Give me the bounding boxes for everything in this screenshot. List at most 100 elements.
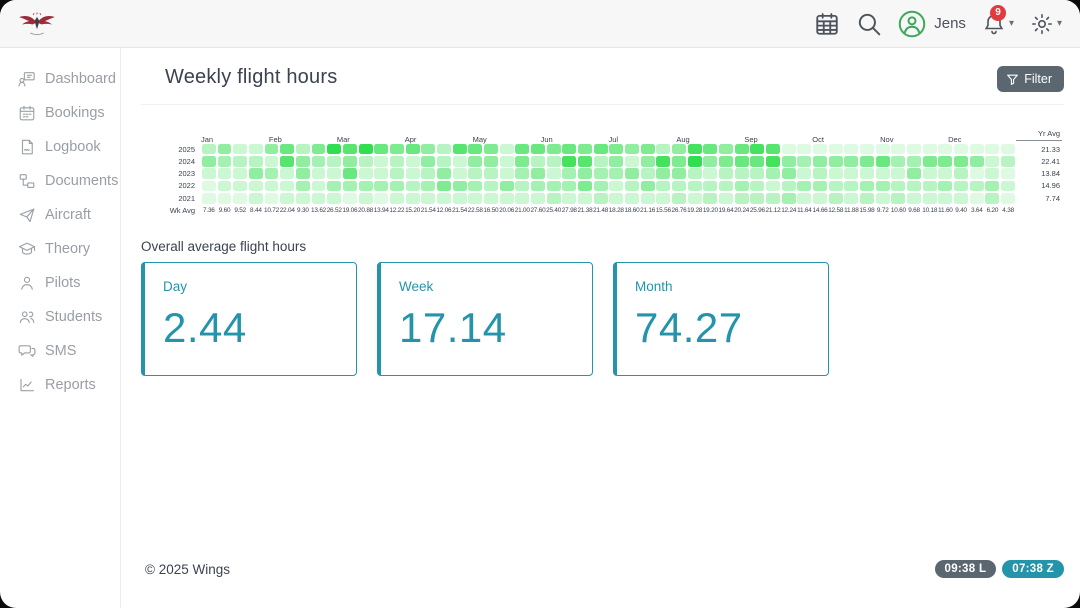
heatmap-cell[interactable] <box>922 180 937 192</box>
heatmap-cell[interactable] <box>672 156 686 167</box>
heatmap-cell[interactable] <box>797 143 812 155</box>
heatmap-cell[interactable] <box>233 168 248 179</box>
heatmap-cell[interactable] <box>640 143 655 155</box>
heatmap-cell[interactable] <box>844 193 859 204</box>
heatmap-cell[interactable] <box>452 193 467 204</box>
heatmap-cell[interactable] <box>781 193 796 204</box>
heatmap-cell[interactable] <box>358 143 373 155</box>
heatmap-cell[interactable] <box>405 156 420 167</box>
heatmap-cell[interactable] <box>797 193 812 204</box>
heatmap-cell[interactable] <box>813 193 827 204</box>
heatmap-cell[interactable] <box>719 156 733 167</box>
heatmap-cell[interactable] <box>734 168 749 179</box>
heatmap-cell[interactable] <box>969 180 984 192</box>
heatmap-cell[interactable] <box>531 193 545 204</box>
heatmap-cell[interactable] <box>546 143 561 155</box>
heatmap-cell[interactable] <box>781 168 796 179</box>
heatmap-cell[interactable] <box>954 143 969 155</box>
heatmap-cell[interactable] <box>280 168 295 179</box>
heatmap-cell[interactable] <box>672 143 686 155</box>
heatmap-cell[interactable] <box>389 156 404 167</box>
heatmap-cell[interactable] <box>593 143 608 155</box>
heatmap-cell[interactable] <box>531 180 545 192</box>
heatmap-cell[interactable] <box>954 193 969 204</box>
heatmap-cell[interactable] <box>860 193 874 204</box>
heatmap-cell[interactable] <box>483 156 498 167</box>
heatmap-cell[interactable] <box>405 143 420 155</box>
heatmap-cell[interactable] <box>468 168 483 179</box>
heatmap-cell[interactable] <box>719 143 733 155</box>
heatmap-cell[interactable] <box>625 143 639 155</box>
heatmap-cell[interactable] <box>844 156 859 167</box>
heatmap-cell[interactable] <box>828 156 843 167</box>
heatmap-cell[interactable] <box>483 193 498 204</box>
heatmap-cell[interactable] <box>515 168 530 179</box>
heatmap-cell[interactable] <box>327 143 342 155</box>
heatmap-cell[interactable] <box>781 143 796 155</box>
heatmap-cell[interactable] <box>703 180 718 192</box>
heatmap-cell[interactable] <box>766 193 780 204</box>
heatmap-cell[interactable] <box>907 180 922 192</box>
heatmap-cell[interactable] <box>233 180 248 192</box>
heatmap-cell[interactable] <box>436 156 451 167</box>
heatmap-cell[interactable] <box>922 143 937 155</box>
heatmap-cell[interactable] <box>280 193 295 204</box>
heatmap-cell[interactable] <box>766 180 780 192</box>
heatmap-cell[interactable] <box>985 180 1000 192</box>
heatmap-cell[interactable] <box>593 156 608 167</box>
heatmap-cell[interactable] <box>311 193 326 204</box>
heatmap-cell[interactable] <box>656 143 671 155</box>
sidebar-item-students[interactable]: Students <box>0 300 120 334</box>
heatmap-cell[interactable] <box>609 193 624 204</box>
heatmap-cell[interactable] <box>201 156 216 167</box>
heatmap-cell[interactable] <box>766 168 780 179</box>
heatmap-cell[interactable] <box>578 156 592 167</box>
heatmap-cell[interactable] <box>969 143 984 155</box>
heatmap-cell[interactable] <box>515 156 530 167</box>
heatmap-cell[interactable] <box>891 168 906 179</box>
user-menu[interactable]: Jens <box>898 10 966 38</box>
heatmap-cell[interactable] <box>891 143 906 155</box>
heatmap-cell[interactable] <box>593 168 608 179</box>
heatmap-cell[interactable] <box>327 156 342 167</box>
sidebar-item-aircraft[interactable]: Aircraft <box>0 198 120 232</box>
heatmap-cell[interactable] <box>515 193 530 204</box>
sidebar-item-dashboard[interactable]: Dashboard <box>0 62 120 96</box>
heatmap-cell[interactable] <box>750 143 765 155</box>
sidebar-item-sms[interactable]: SMS <box>0 334 120 368</box>
heatmap-cell[interactable] <box>499 143 514 155</box>
heatmap-cell[interactable] <box>531 168 545 179</box>
heatmap-cell[interactable] <box>264 156 279 167</box>
heatmap-cell[interactable] <box>295 168 310 179</box>
heatmap-cell[interactable] <box>421 143 436 155</box>
heatmap-cell[interactable] <box>797 180 812 192</box>
heatmap-cell[interactable] <box>327 193 342 204</box>
sidebar-item-documents[interactable]: Documents <box>0 164 120 198</box>
heatmap-cell[interactable] <box>217 193 232 204</box>
heatmap-cell[interactable] <box>1001 180 1016 192</box>
heatmap-cell[interactable] <box>938 180 953 192</box>
heatmap-cell[interactable] <box>656 156 671 167</box>
heatmap-cell[interactable] <box>609 143 624 155</box>
heatmap-cell[interactable] <box>891 193 906 204</box>
heatmap-cell[interactable] <box>515 143 530 155</box>
heatmap-cell[interactable] <box>766 156 780 167</box>
heatmap-cell[interactable] <box>405 193 420 204</box>
heatmap-cell[interactable] <box>907 156 922 167</box>
heatmap-cell[interactable] <box>327 168 342 179</box>
heatmap-cell[interactable] <box>828 180 843 192</box>
heatmap-cell[interactable] <box>656 168 671 179</box>
heatmap-cell[interactable] <box>499 156 514 167</box>
heatmap-cell[interactable] <box>358 193 373 204</box>
heatmap-cell[interactable] <box>813 168 827 179</box>
heatmap-cell[interactable] <box>483 168 498 179</box>
heatmap-cell[interactable] <box>672 180 686 192</box>
heatmap-cell[interactable] <box>875 156 890 167</box>
heatmap-cell[interactable] <box>828 168 843 179</box>
heatmap-cell[interactable] <box>640 180 655 192</box>
heatmap-cell[interactable] <box>1001 143 1016 155</box>
heatmap-cell[interactable] <box>217 156 232 167</box>
heatmap-cell[interactable] <box>201 193 216 204</box>
heatmap-cell[interactable] <box>217 143 232 155</box>
heatmap-cell[interactable] <box>248 180 263 192</box>
